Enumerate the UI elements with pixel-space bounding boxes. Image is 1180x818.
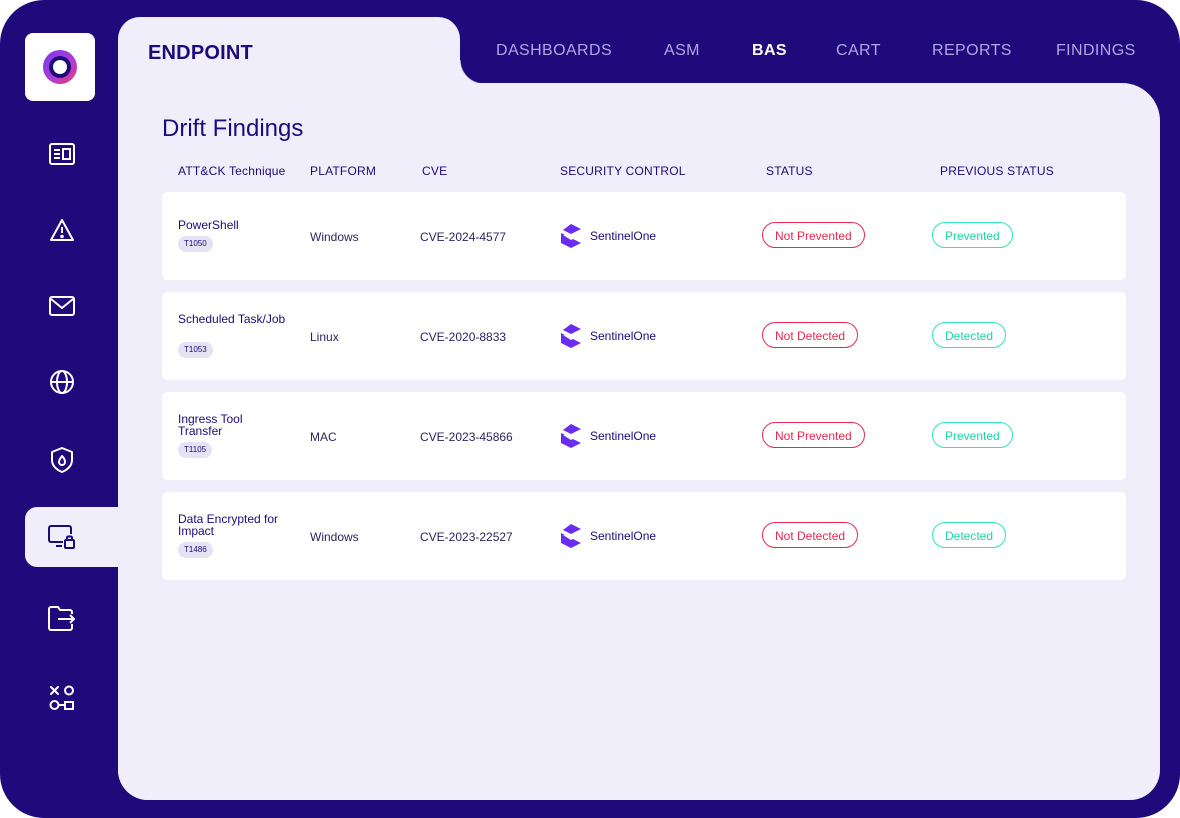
previous-status-badge: Detected bbox=[932, 322, 1007, 348]
column-header-platform[interactable]: PLATFORM bbox=[310, 164, 377, 178]
table-row[interactable]: PowerShell T1050 Windows CVE-2024-4577 S… bbox=[162, 192, 1126, 280]
status-badge: Not Detected bbox=[762, 322, 859, 348]
security-control: SentinelOne bbox=[560, 523, 656, 549]
platform-cell: Linux bbox=[310, 330, 339, 344]
sidebar-item-endpoint[interactable] bbox=[40, 515, 84, 559]
technique-name: PowerShell bbox=[178, 218, 239, 232]
shield-icon bbox=[51, 447, 73, 473]
technique-name: Scheduled Task/Job bbox=[178, 312, 286, 326]
security-control: SentinelOne bbox=[560, 323, 656, 349]
platform-cell: Windows bbox=[310, 230, 359, 244]
sidebar-item-folder[interactable] bbox=[40, 597, 84, 641]
platform-cell: MAC bbox=[310, 430, 337, 444]
status-badge: Not Prevented bbox=[762, 422, 865, 448]
sentinelone-icon bbox=[561, 424, 581, 448]
cve-cell[interactable]: CVE-2023-22527 bbox=[420, 530, 513, 544]
platform-cell: Windows bbox=[310, 530, 359, 544]
cve-cell[interactable]: CVE-2023-45866 bbox=[420, 430, 513, 444]
column-header-status[interactable]: STATUS bbox=[766, 164, 813, 178]
status-badge: Not Detected bbox=[762, 522, 859, 548]
cve-cell[interactable]: CVE-2024-4577 bbox=[420, 230, 507, 244]
security-control-name: SentinelOne bbox=[590, 529, 657, 543]
topnav-reports[interactable]: REPORTS bbox=[932, 42, 1012, 59]
previous-status-badge: Detected bbox=[932, 522, 1007, 548]
security-control: SentinelOne bbox=[560, 223, 656, 249]
warning-icon bbox=[50, 219, 74, 241]
technique-id-badge: T1053 bbox=[178, 342, 213, 358]
column-header-previous-status[interactable]: PREVIOUS STATUS bbox=[940, 164, 1054, 178]
technique-name: Ingress Tool Transfer bbox=[178, 412, 243, 438]
technique-name: Data Encrypted for Impact bbox=[178, 512, 279, 538]
column-header-technique[interactable]: ATT&CK Technique bbox=[178, 164, 286, 178]
topnav-asm[interactable]: ASM bbox=[664, 42, 700, 59]
status-badge: Not Prevented bbox=[762, 222, 865, 248]
previous-status-badge: Prevented bbox=[932, 422, 1013, 448]
app-logo[interactable] bbox=[25, 33, 95, 101]
sidebar-item-shield[interactable] bbox=[40, 438, 84, 482]
mapping-icon bbox=[49, 685, 74, 710]
sidebar-active-tab bbox=[25, 507, 135, 567]
sidebar-item-mapping[interactable] bbox=[40, 676, 84, 720]
technique-id-badge: T1050 bbox=[178, 236, 213, 252]
topnav-dashboards[interactable]: DASHBOARDS bbox=[496, 42, 613, 59]
technique-id-badge: T1105 bbox=[178, 442, 213, 458]
topnav-findings[interactable]: FINDINGS bbox=[1056, 42, 1136, 59]
page-title: Drift Findings bbox=[162, 115, 304, 142]
folder-export-icon bbox=[48, 606, 75, 631]
column-header-cve[interactable]: CVE bbox=[422, 164, 448, 178]
table-row[interactable]: Scheduled Task/Job T1053 Linux CVE-2020-… bbox=[162, 292, 1126, 380]
cve-cell[interactable]: CVE-2020-8833 bbox=[420, 330, 507, 344]
mail-icon bbox=[49, 296, 75, 316]
table-row[interactable]: Ingress Tool Transfer T1105 MAC CVE-2023… bbox=[162, 392, 1126, 480]
sidebar-item-globe[interactable] bbox=[40, 360, 84, 404]
technique-id-badge: T1486 bbox=[178, 542, 213, 558]
previous-status-badge: Prevented bbox=[932, 222, 1013, 248]
topnav-bas[interactable]: BAS bbox=[752, 42, 787, 59]
security-control-name: SentinelOne bbox=[590, 329, 657, 343]
security-control-name: SentinelOne bbox=[590, 229, 657, 243]
sentinelone-icon bbox=[561, 324, 581, 348]
panel-corner bbox=[460, 60, 484, 84]
security-control-name: SentinelOne bbox=[590, 429, 657, 443]
section-title: ENDPOINT bbox=[148, 42, 253, 64]
security-control: SentinelOne bbox=[560, 423, 656, 449]
logo-icon bbox=[43, 50, 77, 84]
sentinelone-icon bbox=[561, 224, 581, 248]
report-icon bbox=[49, 143, 75, 165]
topnav-cart[interactable]: CART bbox=[836, 42, 881, 59]
sidebar-item-mail[interactable] bbox=[40, 284, 84, 328]
column-header-security-control[interactable]: SECURITY CONTROL bbox=[560, 164, 686, 178]
sentinelone-icon bbox=[561, 524, 581, 548]
sidebar-item-alerts[interactable] bbox=[40, 208, 84, 252]
globe-icon bbox=[50, 370, 74, 394]
endpoint-lock-icon bbox=[48, 525, 75, 549]
table-row[interactable]: Data Encrypted for Impact T1486 Windows … bbox=[162, 492, 1126, 580]
sidebar-item-report[interactable] bbox=[40, 132, 84, 176]
